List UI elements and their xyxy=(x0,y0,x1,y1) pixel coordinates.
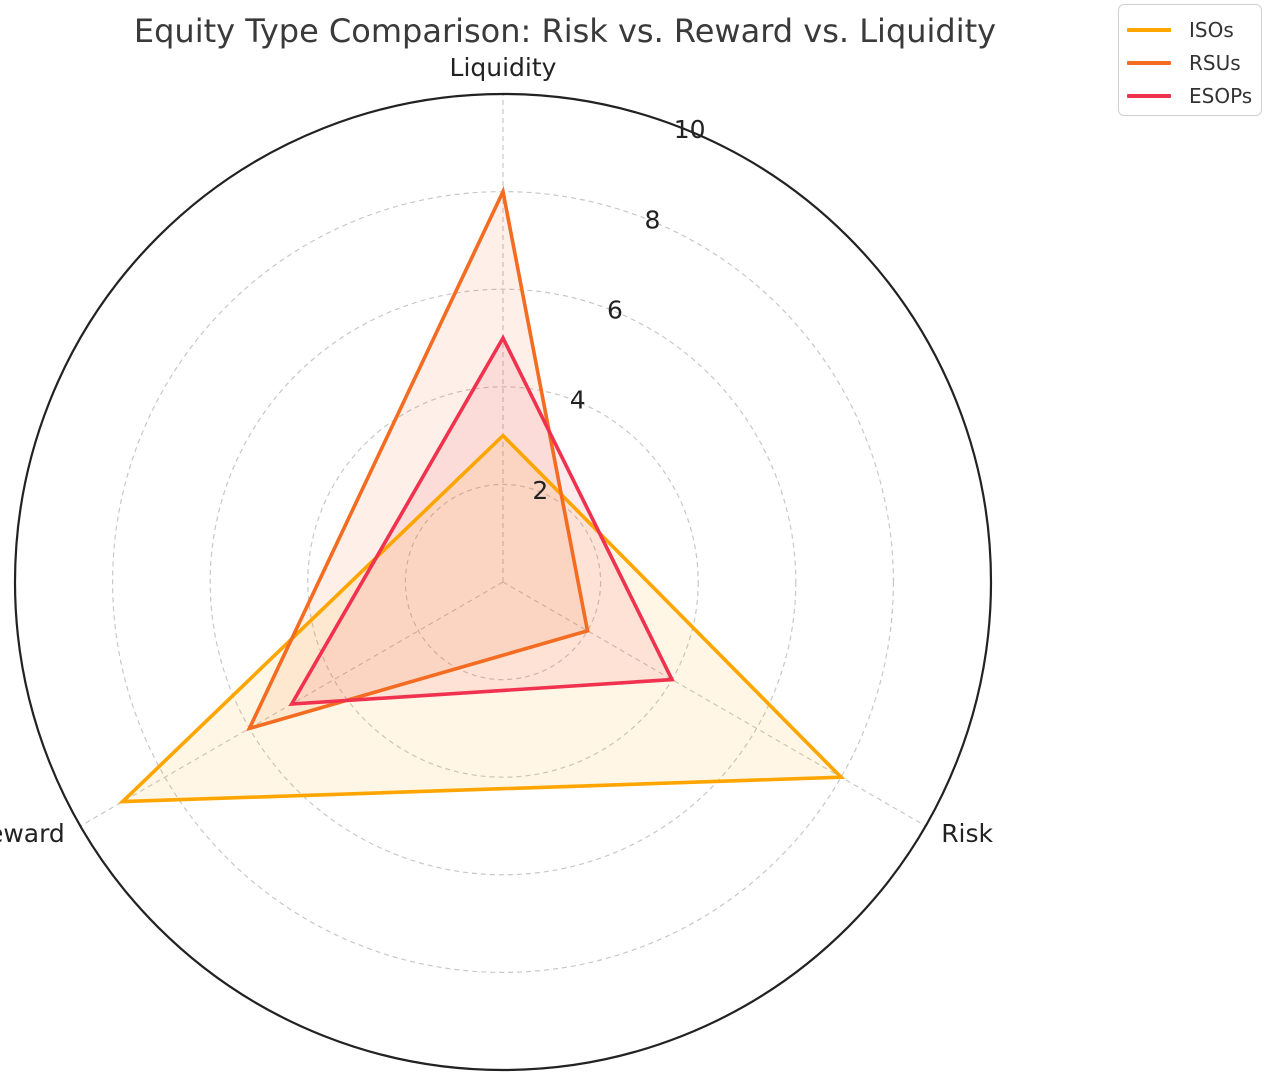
legend: ISOs RSUs ESOPs xyxy=(1118,4,1262,116)
legend-item-esops: ESOPs xyxy=(1127,79,1253,112)
r-tick-label-6: 6 xyxy=(607,296,623,325)
grid-layer xyxy=(13,92,993,1072)
axis-label-reward: Reward xyxy=(0,819,65,848)
spoke-risk xyxy=(502,581,926,827)
r-tick-label-10: 10 xyxy=(674,115,706,144)
legend-label: ESOPs xyxy=(1189,83,1253,108)
grid-ring-4 xyxy=(307,386,699,778)
axis-label-risk: Risk xyxy=(941,819,993,848)
legend-label: ISOs xyxy=(1189,17,1234,42)
legend-swatch-esops xyxy=(1127,93,1171,98)
legend-item-rsus: RSUs xyxy=(1127,46,1253,79)
r-tick-label-8: 8 xyxy=(644,205,660,234)
legend-item-isos: ISOs xyxy=(1127,13,1253,46)
series-line-isos xyxy=(117,433,846,804)
series-fill-esops xyxy=(291,338,672,704)
series-line-rsus xyxy=(246,185,590,732)
grid-ring-2 xyxy=(404,483,602,681)
legend-swatch-rsus xyxy=(1127,60,1171,65)
r-tick-label-4: 4 xyxy=(570,386,586,415)
legend-swatch-isos xyxy=(1127,27,1171,32)
series-fill-isos xyxy=(122,435,842,802)
chart-title: Equity Type Comparison: Risk vs. Reward … xyxy=(133,12,997,50)
r-tick-label-2: 2 xyxy=(532,476,548,505)
series-layer xyxy=(117,185,846,804)
axis-label-liquidity: Liquidity xyxy=(450,53,557,82)
label-layer: 2 4 6 8 10 Liquidity Risk Reward xyxy=(0,53,994,848)
legend-label: RSUs xyxy=(1189,50,1241,75)
series-line-esops xyxy=(288,334,675,707)
series-fill-rsus xyxy=(249,191,588,729)
outer-frame xyxy=(13,92,993,1072)
